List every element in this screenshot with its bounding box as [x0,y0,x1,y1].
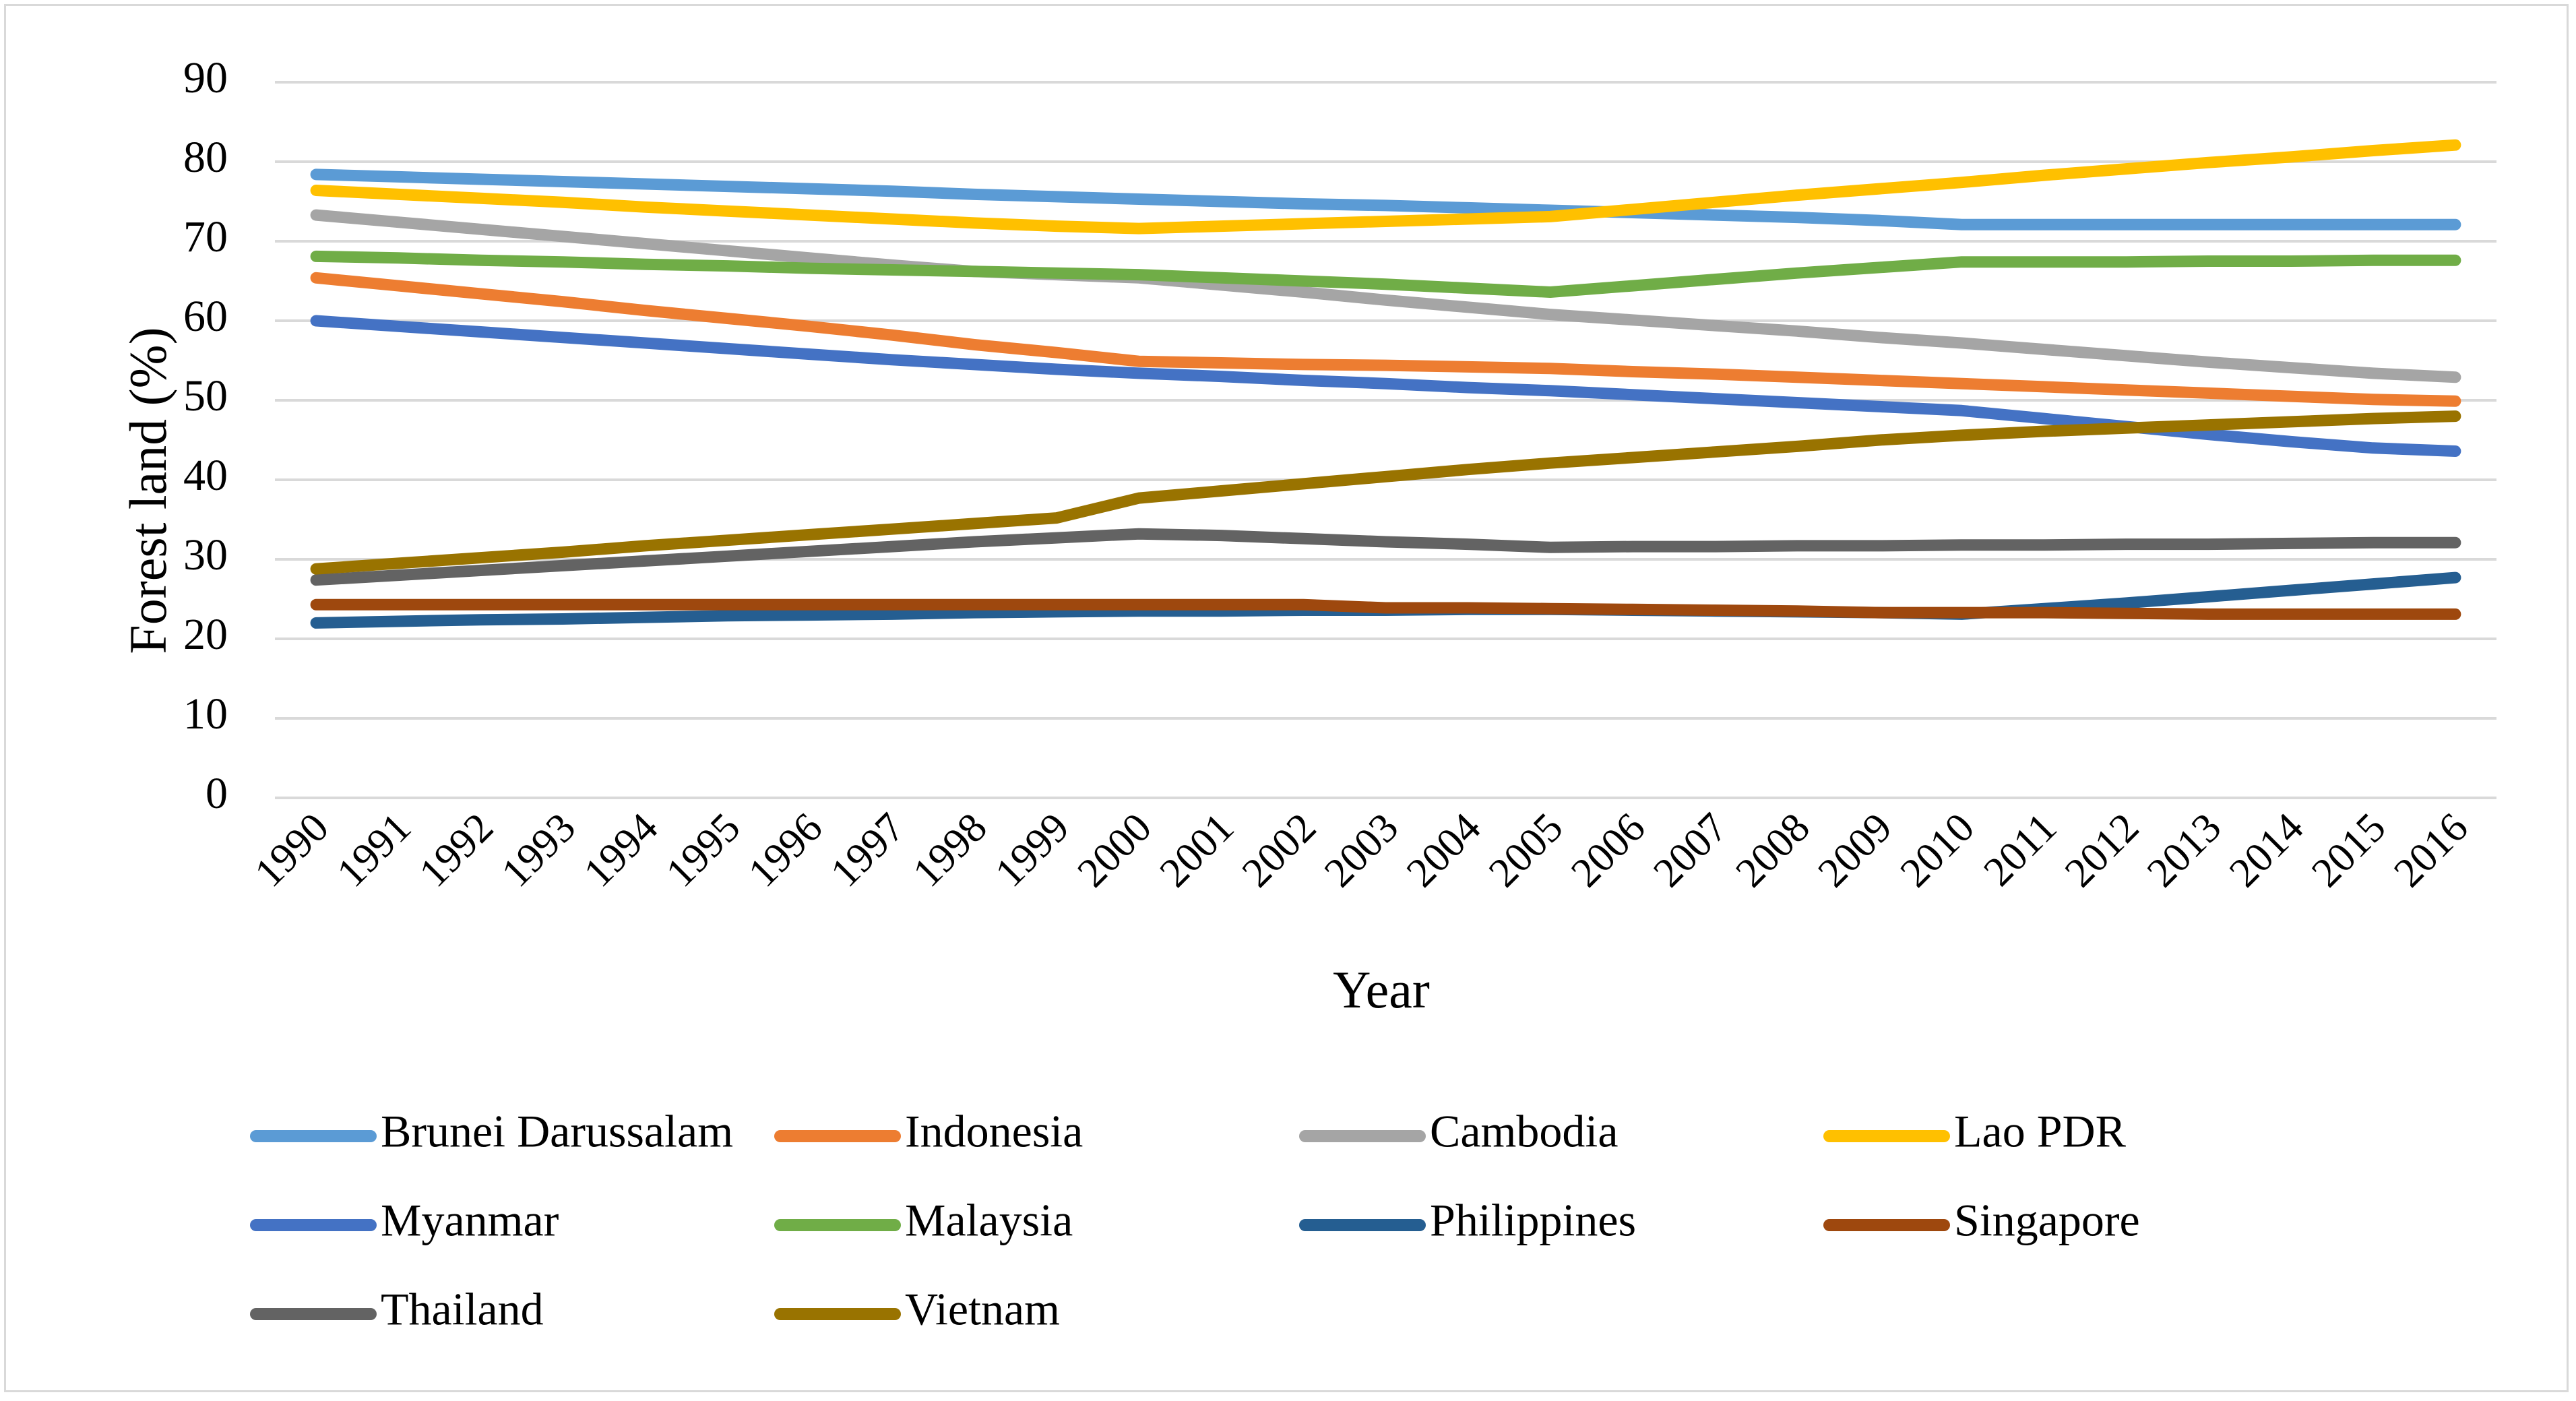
x-axis-title: Year [1333,960,1430,1019]
legend-label-philippines: Philippines [1430,1195,1636,1246]
x-tick-label: 1995 [658,805,749,896]
y-axis-title: Forest land (%) [119,327,177,654]
series-line-vietnam [310,410,2461,575]
y-tick-label: 10 [183,689,228,739]
legend-label-thailand: Thailand [381,1284,544,1335]
x-tick-label: 2005 [1480,805,1572,896]
legend-label-vietnam: Vietnam [905,1284,1060,1335]
series-line-lao-pdr [310,139,2461,235]
x-tick-label: 2014 [2221,805,2313,896]
chart-frame [4,4,2569,1392]
x-tick-label: 2013 [2139,805,2230,896]
y-axis-ticks: 0 10 20 30 40 50 60 70 80 90 [183,53,228,818]
x-axis-ticks: 1990199119921993199419951996199719981999… [246,805,2477,896]
series-line-singapore [310,598,2461,620]
x-tick-label: 1991 [328,805,420,896]
legend-label-cambodia: Cambodia [1430,1106,1619,1157]
series-line-cambodia [310,209,2461,383]
y-tick-label: 40 [183,451,228,500]
x-tick-label: 2006 [1563,805,1654,896]
x-tick-label: 2001 [1151,805,1243,896]
y-tick-label: 60 [183,292,228,341]
y-tick-label: 70 [183,212,228,261]
x-tick-label: 2007 [1645,805,1736,896]
x-tick-label: 2012 [2056,805,2148,896]
series-line-indonesia [310,272,2461,407]
x-tick-label: 2009 [1809,805,1901,896]
legend-label-brunei-darussalam: Brunei Darussalam [381,1106,733,1157]
x-tick-label: 2016 [2385,805,2477,896]
x-tick-label: 1994 [575,805,667,896]
x-tick-label: 1993 [493,805,585,896]
x-tick-label: 2003 [1316,805,1408,896]
y-tick-label: 20 [183,610,228,659]
legend-label-singapore: Singapore [1954,1195,2140,1246]
x-tick-label: 2010 [1891,805,1983,896]
legend-label-malaysia: Malaysia [905,1195,1073,1246]
y-tick-label: 80 [183,133,228,182]
legend-label-myanmar: Myanmar [381,1195,559,1246]
y-tick-label: 90 [183,53,228,102]
x-tick-label: 2004 [1398,805,1490,896]
series-line-malaysia [310,250,2461,298]
x-tick-label: 1990 [246,805,338,896]
legend: Brunei Darussalam Indonesia Cambodia Lao PD… [250,1106,2140,1335]
legend-label-lao-pdr: Lao PDR [1954,1106,2127,1157]
x-tick-label: 1992 [410,805,502,896]
x-tick-label: 1996 [740,805,831,896]
x-tick-label: 1997 [822,805,914,896]
x-tick-label: 1998 [904,805,996,896]
y-tick-label: 0 [206,769,228,818]
x-tick-label: 2000 [1069,805,1160,896]
y-tick-label: 30 [183,530,228,580]
series-line-brunei-darussalam [310,168,2461,230]
x-tick-label: 2002 [1234,805,1325,896]
x-tick-label: 2008 [1727,805,1819,896]
y-tick-label: 50 [183,371,228,421]
series-line-thailand [310,528,2461,586]
series-lines [310,139,2461,629]
x-tick-label: 1999 [986,805,1078,896]
x-tick-label: 2015 [2303,805,2395,896]
gridlines [275,81,2496,799]
legend-label-indonesia: Indonesia [905,1106,1083,1157]
x-tick-label: 2011 [1975,805,2065,895]
